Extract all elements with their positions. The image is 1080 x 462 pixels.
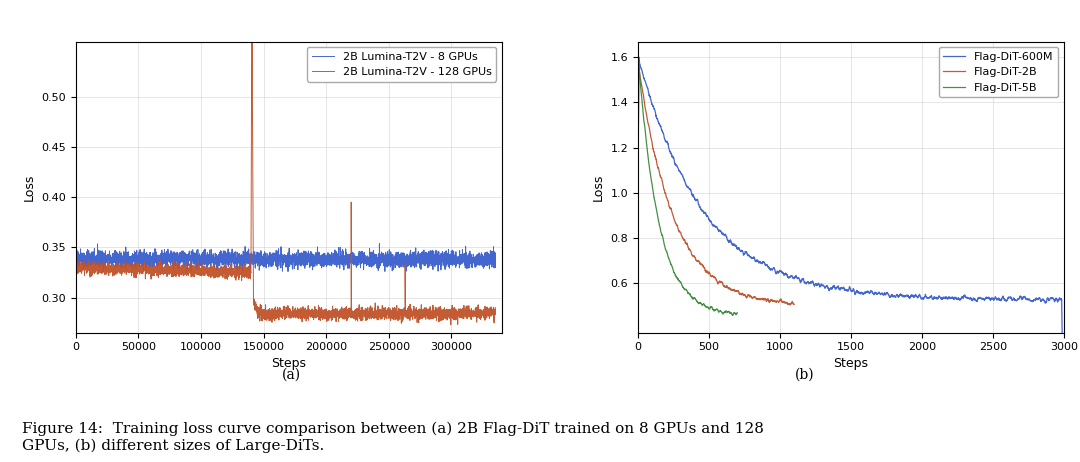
Legend: 2B Lumina-T2V - 8 GPUs, 2B Lumina-T2V - 128 GPUs: 2B Lumina-T2V - 8 GPUs, 2B Lumina-T2V - … (307, 47, 496, 82)
Flag-DiT-2B (727, 287, 740, 293)
Flag-DiT-2B (662, 199, 675, 205)
X-axis label: Steps: Steps (834, 357, 868, 370)
Flag-DiT-600M (632, 234, 645, 239)
Flag-DiT-5B (731, 310, 744, 316)
Line: 2B Lumina-T2V - 8 GPUs: 2B Lumina-T2V - 8 GPUs (76, 243, 496, 273)
Flag-DiT-5B (632, 61, 645, 66)
Flag-DiT-2B (632, 64, 645, 69)
Flag-DiT-600M (1056, 347, 1069, 353)
2B Lumina-T2V - 8 GPUs (96, 270, 109, 275)
2B Lumina-T2V - 8 GPUs (69, 257, 82, 263)
Flag-DiT-600M (813, 282, 826, 288)
Flag-DiT-600M (1002, 295, 1015, 300)
Flag-DiT-2B (632, 239, 645, 244)
Flag-DiT-2B (705, 274, 718, 279)
Line: 2B Lumina-T2V - 128 GPUs: 2B Lumina-T2V - 128 GPUs (76, 0, 496, 325)
Legend: Flag-DiT-600M, Flag-DiT-2B, Flag-DiT-5B: Flag-DiT-600M, Flag-DiT-2B, Flag-DiT-5B (939, 47, 1058, 97)
2B Lumina-T2V - 128 GPUs (69, 262, 82, 268)
Flag-DiT-600M (794, 279, 807, 285)
Line: Flag-DiT-2B: Flag-DiT-2B (638, 67, 794, 305)
Line: Flag-DiT-5B: Flag-DiT-5B (638, 63, 738, 315)
Flag-DiT-5B (632, 236, 645, 241)
2B Lumina-T2V - 128 GPUs (456, 309, 469, 314)
Text: Figure 14:  Training loss curve comparison between (a) 2B Flag-DiT trained on 8 : Figure 14: Training loss curve compariso… (22, 422, 764, 453)
Flag-DiT-600M (1048, 297, 1061, 303)
X-axis label: Steps: Steps (271, 357, 306, 370)
Y-axis label: Loss: Loss (23, 173, 36, 201)
2B Lumina-T2V - 128 GPUs (374, 307, 387, 312)
Flag-DiT-2B (783, 302, 796, 308)
Flag-DiT-2B (718, 284, 731, 290)
Flag-DiT-5B (701, 304, 714, 310)
Flag-DiT-5B (654, 228, 667, 233)
Flag-DiT-5B (726, 312, 739, 318)
Y-axis label: Loss: Loss (592, 173, 605, 201)
2B Lumina-T2V - 8 GPUs (269, 258, 282, 263)
2B Lumina-T2V - 128 GPUs (269, 316, 282, 321)
Flag-DiT-5B (726, 312, 739, 318)
2B Lumina-T2V - 8 GPUs (245, 257, 258, 262)
2B Lumina-T2V - 8 GPUs (248, 253, 261, 259)
2B Lumina-T2V - 8 GPUs (489, 255, 502, 261)
Flag-DiT-5B (639, 129, 652, 134)
Line: Flag-DiT-600M: Flag-DiT-600M (638, 57, 1063, 350)
2B Lumina-T2V - 8 GPUs (374, 261, 387, 267)
Flag-DiT-600M (705, 220, 718, 226)
2B Lumina-T2V - 128 GPUs (476, 312, 489, 317)
2B Lumina-T2V - 128 GPUs (489, 305, 502, 310)
Flag-DiT-600M (632, 54, 645, 60)
2B Lumina-T2V - 8 GPUs (373, 241, 386, 246)
Flag-DiT-2B (724, 286, 737, 292)
2B Lumina-T2V - 128 GPUs (248, 306, 261, 311)
Text: (b): (b) (795, 367, 814, 381)
Flag-DiT-2B (787, 301, 800, 307)
Flag-DiT-5B (667, 270, 680, 276)
2B Lumina-T2V - 8 GPUs (456, 257, 469, 262)
Flag-DiT-600M (680, 183, 693, 189)
Text: (a): (a) (282, 367, 301, 381)
Flag-DiT-5B (677, 286, 690, 292)
2B Lumina-T2V - 8 GPUs (476, 263, 489, 268)
2B Lumina-T2V - 128 GPUs (444, 322, 457, 328)
Flag-DiT-2B (708, 274, 721, 280)
